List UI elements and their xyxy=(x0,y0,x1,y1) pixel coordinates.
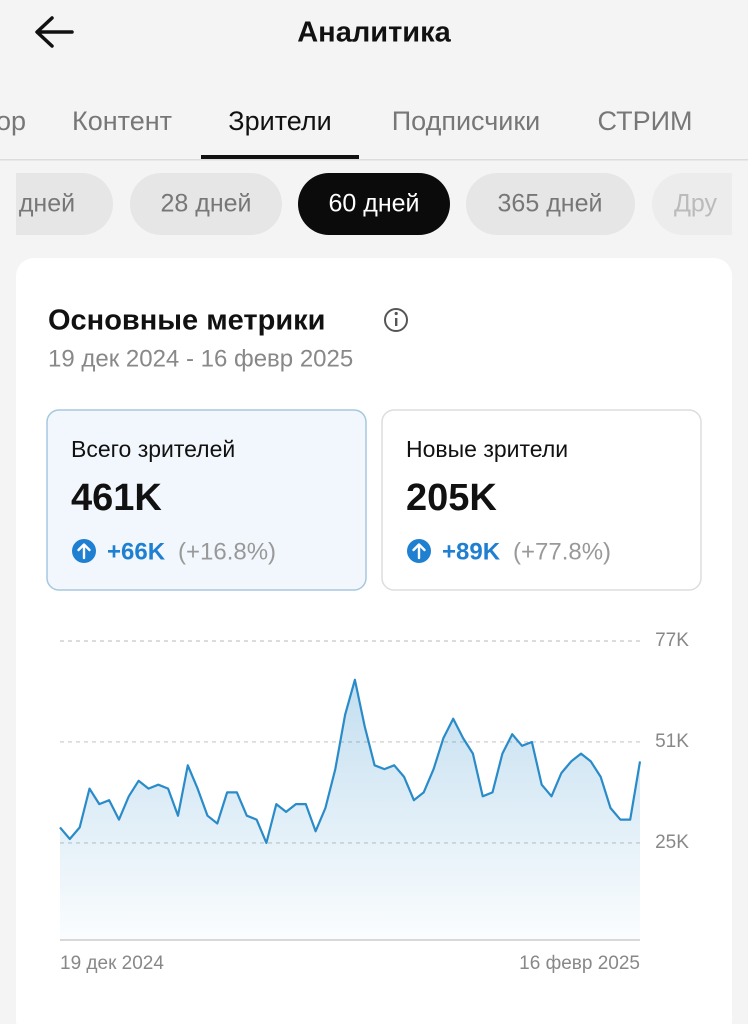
line xyxy=(59,678,642,844)
metric-label: Всего зрителей xyxy=(71,436,235,462)
y-tick-label: 51K xyxy=(655,731,689,752)
y-tick-label: 77K xyxy=(655,630,689,651)
date-range: 19 дек 2024 - 16 февр 2025 xyxy=(48,345,353,372)
up-arrow xyxy=(77,543,91,560)
chips-edge xyxy=(732,173,748,235)
metric-label: Новые зрители xyxy=(406,436,568,462)
tabs-divider xyxy=(0,159,748,161)
tab[interactable]: СТРИМ xyxy=(597,106,692,136)
chart: 25K 51K 77K 19 дек 2024 16 февр 2025 xyxy=(59,630,689,974)
metric-value: 205K xyxy=(406,477,497,519)
period-label: 365 дней xyxy=(498,190,603,218)
period-label: 60 дней xyxy=(328,190,419,218)
tab[interactable]: Контент xyxy=(72,106,172,136)
up-arrow xyxy=(412,543,426,560)
metric-0: Всего зрителей 461K +66K (+16.8%) xyxy=(71,436,276,565)
period-label: Дру xyxy=(674,190,718,218)
area xyxy=(60,679,640,940)
period-chip-active[interactable] xyxy=(298,173,450,235)
tab[interactable]: ор xyxy=(0,106,26,136)
metric-box[interactable] xyxy=(381,409,702,591)
metric-change: +89K xyxy=(442,538,501,565)
metric-change: +66K xyxy=(107,538,166,565)
chips-edge xyxy=(0,173,16,235)
metric-value: 461K xyxy=(71,477,162,519)
page-title: Аналитика xyxy=(297,17,451,49)
tab-active[interactable]: Зрители xyxy=(228,106,331,136)
metric-change-pct: (+77.8%) xyxy=(513,538,611,565)
card-title: Основные метрики xyxy=(48,305,326,337)
x-tick-label: 16 февр 2025 xyxy=(519,953,640,974)
info-icon[interactable] xyxy=(384,308,408,332)
period-chip[interactable] xyxy=(0,173,113,235)
metric-1: Новые зрители 205K +89K (+77.8%) xyxy=(406,436,611,565)
tab[interactable]: Подписчики xyxy=(392,106,541,136)
period-chip[interactable] xyxy=(652,173,748,235)
period-label: 28 дней xyxy=(160,190,251,218)
tab-underline xyxy=(201,155,359,159)
tabs-fade xyxy=(688,80,748,158)
y-tick-label: 25K xyxy=(655,832,689,853)
period-chip[interactable] xyxy=(466,173,635,235)
metric-box-selected[interactable] xyxy=(46,409,367,591)
period-chip[interactable] xyxy=(130,173,282,235)
x-tick-label: 19 дек 2024 xyxy=(60,953,164,974)
metric-change-pct: (+16.8%) xyxy=(178,538,276,565)
back-button[interactable] xyxy=(35,16,74,48)
